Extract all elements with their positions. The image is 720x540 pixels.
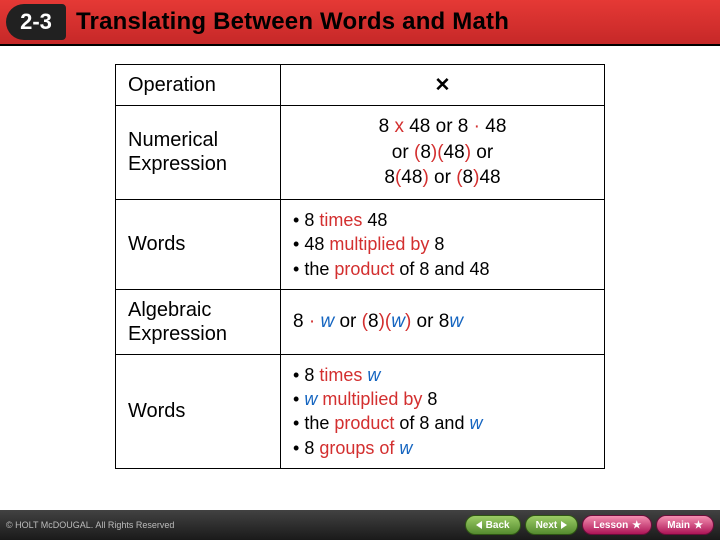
row-value: 8 x 48 or 8 · 48or (8)(48) or8(48) or (8… [281,106,605,200]
word-phrase: 8 times w [293,363,592,387]
main-button[interactable]: Main★ [656,515,714,535]
row-value: 8 times ww multiplied by 8the product of… [281,354,605,468]
row-value: 8 times 4848 multiplied by 8the product … [281,199,605,289]
content-area: Operation✕NumericalExpression8 x 48 or 8… [0,46,720,469]
row-label: Words [116,199,281,289]
table-row: Words8 times ww multiplied by 8the produ… [116,354,605,468]
row-label: NumericalExpression [116,106,281,200]
row-value: ✕ [281,65,605,106]
word-phrase: 8 times 48 [293,208,592,232]
table-row: AlgebraicExpression8 · w or (8)(w) or 8w [116,289,605,354]
copyright-text: © HOLT McDOUGAL. All Rights Reserved [6,520,461,530]
slide-title: Translating Between Words and Math [76,8,509,36]
word-phrase: 48 multiplied by 8 [293,232,592,256]
word-phrase: the product of 8 and w [293,411,592,435]
lesson-button[interactable]: Lesson★ [582,515,652,535]
row-label: Words [116,354,281,468]
table-row: NumericalExpression8 x 48 or 8 · 48or (8… [116,106,605,200]
row-label: Operation [116,65,281,106]
table-row: Words8 times 4848 multiplied by 8the pro… [116,199,605,289]
footer-bar: © HOLT McDOUGAL. All Rights Reserved Bac… [0,510,720,540]
lesson-badge: 2-3 [6,4,66,40]
word-phrase: w multiplied by 8 [293,387,592,411]
row-label: AlgebraicExpression [116,289,281,354]
back-button[interactable]: Back [465,515,521,535]
translation-table: Operation✕NumericalExpression8 x 48 or 8… [115,64,605,469]
word-phrase: the product of 8 and 48 [293,257,592,281]
next-button[interactable]: Next [525,515,579,535]
word-phrase: 8 groups of w [293,436,592,460]
slide-header: 2-3 Translating Between Words and Math [0,0,720,46]
table-row: Operation✕ [116,65,605,106]
row-value: 8 · w or (8)(w) or 8w [281,289,605,354]
